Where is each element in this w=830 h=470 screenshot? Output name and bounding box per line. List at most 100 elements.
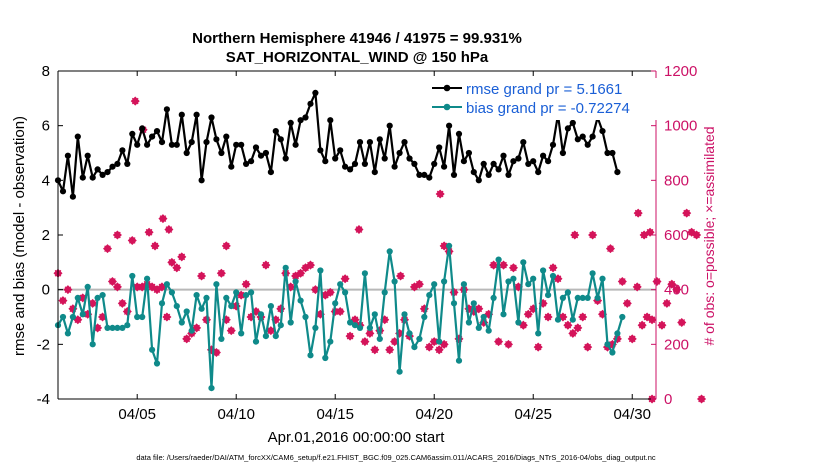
bias-point	[406, 330, 413, 337]
obs-count-marker	[261, 260, 271, 270]
obs-count-marker	[58, 296, 68, 306]
rmse-point	[282, 155, 289, 162]
rmse-point	[307, 100, 314, 107]
rmse-point	[243, 160, 250, 167]
bias-point	[109, 324, 116, 331]
obs-count-outlier-marker	[221, 241, 231, 251]
bias-point	[356, 324, 364, 331]
obs-count-outlier-marker	[645, 227, 655, 237]
bias-point	[322, 354, 329, 362]
obs-count-marker	[568, 328, 578, 338]
rmse-point	[252, 144, 260, 151]
bias-point	[411, 344, 418, 351]
rmse-point	[381, 155, 388, 162]
obs-count-marker	[320, 290, 330, 300]
obs-count-marker	[518, 320, 528, 330]
bias-point	[520, 259, 527, 266]
rmse-point	[104, 169, 111, 176]
bias-point	[450, 300, 458, 307]
bias-point	[545, 292, 552, 299]
bias-point	[549, 272, 557, 280]
y-tick-label: 0	[42, 282, 50, 299]
rmse-point	[134, 141, 141, 148]
obs-count-marker	[424, 342, 434, 352]
rmse-point	[203, 139, 210, 146]
obs-count-marker	[647, 315, 657, 325]
bias-point	[441, 278, 448, 285]
bias-point	[455, 357, 463, 364]
bias-point	[228, 303, 235, 310]
rmse-point	[446, 122, 453, 129]
rmse-point	[248, 158, 255, 165]
rmse-point	[168, 141, 175, 148]
bias-point	[376, 335, 383, 342]
rmse-point	[302, 114, 309, 121]
bias-point	[396, 368, 403, 375]
bias-point	[337, 281, 344, 288]
rmse-point	[356, 139, 364, 146]
obs-count-marker	[637, 320, 647, 330]
rmse-point	[94, 166, 101, 173]
bias-point	[248, 289, 255, 296]
obs-count-marker	[563, 320, 573, 330]
rmse-point	[183, 149, 190, 157]
bias-point	[500, 311, 507, 318]
bias-point	[347, 319, 354, 326]
obs-count-outlier-marker	[158, 214, 168, 224]
rmse-point	[84, 152, 91, 159]
legend-rmse-label: rmse grand pr = 5.1661	[466, 81, 622, 98]
rmse-point	[327, 117, 334, 124]
bias-point	[124, 322, 131, 329]
bias-point	[287, 319, 294, 326]
rmse-point	[475, 177, 482, 184]
y2-tick-label: 1200	[664, 63, 697, 80]
obs-count-marker	[360, 337, 370, 347]
bias-point	[203, 294, 210, 301]
bias-point	[307, 352, 314, 359]
rmse-point	[465, 149, 472, 157]
rmse-point	[163, 106, 170, 113]
bias-point	[381, 289, 388, 296]
bias-point	[609, 349, 616, 356]
rmse-point	[208, 114, 215, 121]
bias-point	[530, 275, 537, 282]
rmse-point	[406, 155, 413, 162]
rmse-point	[599, 128, 606, 135]
rmse-point	[525, 160, 532, 167]
obs-count-marker	[385, 345, 395, 355]
rmse-point	[401, 139, 408, 146]
bias-point	[183, 308, 190, 315]
rmse-point	[426, 174, 433, 181]
obs-count-outlier-marker	[435, 189, 445, 199]
obs-count-marker	[523, 309, 533, 319]
rmse-point	[559, 149, 567, 157]
footnote: data file: /Users/raeder/DAI/ATM_forcXX/…	[136, 453, 656, 462]
bias-point	[193, 292, 200, 299]
obs-count-marker	[286, 282, 296, 292]
y-tick-label: -2	[37, 336, 50, 353]
bias-point	[144, 275, 151, 282]
bias-point	[129, 272, 136, 280]
bias-point	[332, 300, 339, 307]
obs-count-marker	[682, 208, 692, 218]
bias-point	[426, 292, 433, 299]
rmse-point	[124, 160, 131, 167]
bias-point	[485, 327, 492, 334]
bias-point	[510, 275, 517, 282]
obs-count-marker	[578, 312, 588, 322]
y-tick-label: 8	[42, 63, 50, 80]
obs-count-marker	[266, 326, 276, 336]
obs-count-marker	[583, 342, 593, 352]
obs-count-outlier-marker	[150, 241, 160, 251]
rmse-point	[114, 160, 121, 167]
obs-count-marker	[657, 320, 667, 330]
rmse-point	[233, 141, 240, 148]
legend-box	[428, 78, 658, 120]
rmse-point	[218, 149, 225, 157]
rmse-point	[386, 122, 393, 129]
rmse-point	[337, 147, 344, 154]
rmse-point	[371, 169, 378, 176]
bias-point	[158, 300, 166, 307]
bias-point	[460, 281, 467, 288]
x-tick-label: 04/25	[514, 406, 552, 423]
